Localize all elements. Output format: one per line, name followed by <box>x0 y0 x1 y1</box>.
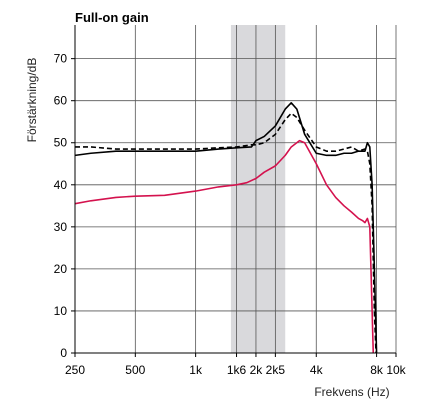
y-tick-label-40: 40 <box>54 178 68 192</box>
y-tick-label-70: 70 <box>54 52 68 66</box>
x-tick-label-1k6: 1k6 <box>227 363 247 377</box>
x-tick-label-2k: 2k <box>250 363 264 377</box>
x-tick-label-4k: 4k <box>310 363 324 377</box>
x-tick-label-8k: 8k <box>370 363 384 377</box>
x-tick-label-2k5: 2k5 <box>266 363 286 377</box>
series-line-1 <box>74 101 378 354</box>
y-tick-label-30: 30 <box>54 220 68 234</box>
x-tick-label-1k: 1k <box>189 363 203 377</box>
y-tick-label-0: 0 <box>60 346 67 360</box>
shaded-band-layer <box>230 25 286 353</box>
y-tick-label-20: 20 <box>54 262 68 276</box>
y-tick-label-50: 50 <box>54 136 68 150</box>
x-tick-label-250: 250 <box>65 363 85 377</box>
tick-label-layer: 0 10 20 30 40 50 60 70 250 500 1k 1k6 2k 2k5 4k 8k 10k Fr… <box>54 52 407 399</box>
x-tick-label-500: 500 <box>125 363 145 377</box>
axis-layer <box>71 25 397 357</box>
shaded-frequency-band <box>230 25 286 353</box>
y-tick-label-10: 10 <box>54 304 68 318</box>
y-tick-label-60: 60 <box>54 94 68 108</box>
x-axis-label: Frekvens (Hz) <box>314 385 389 399</box>
series-line-3 <box>74 139 375 354</box>
series-layer <box>74 101 378 354</box>
x-tick-label-10k: 10k <box>386 363 406 377</box>
chart-title: Full-on gain <box>75 10 149 25</box>
series-line-2 <box>75 112 377 354</box>
